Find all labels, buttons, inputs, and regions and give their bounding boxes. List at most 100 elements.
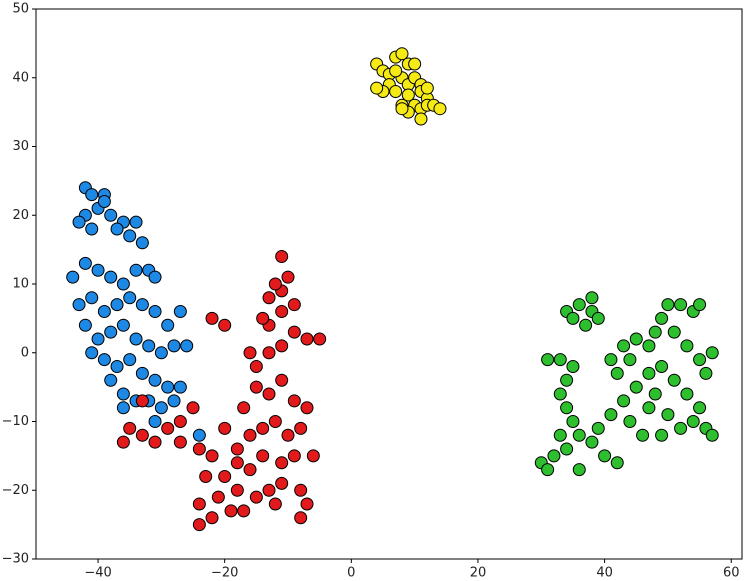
point (180, 339, 194, 353)
point (661, 408, 675, 422)
point (648, 387, 662, 401)
point (85, 188, 99, 202)
point (243, 463, 257, 477)
point (161, 318, 175, 332)
point (642, 339, 656, 353)
point (433, 102, 447, 116)
x-tick-label: 0 (347, 566, 355, 581)
point (116, 277, 130, 291)
point (572, 428, 586, 442)
point (91, 263, 105, 277)
point (636, 428, 650, 442)
point (300, 497, 314, 511)
point (705, 346, 719, 360)
point (78, 318, 92, 332)
point (629, 380, 643, 394)
point (591, 421, 605, 435)
point (275, 476, 289, 490)
point (604, 353, 618, 367)
y-tick-label: −10 (2, 414, 29, 429)
point (256, 311, 270, 325)
y-tick-label: 40 (12, 70, 29, 85)
x-tick-label: 20 (470, 566, 487, 581)
point (123, 353, 137, 367)
point (667, 325, 681, 339)
point (249, 490, 263, 504)
point (192, 428, 206, 442)
point (541, 463, 555, 477)
point (116, 435, 130, 449)
point (230, 456, 244, 470)
point (148, 270, 162, 284)
point (623, 353, 637, 367)
point (116, 401, 130, 415)
point (154, 346, 168, 360)
point (610, 456, 624, 470)
point (135, 366, 149, 380)
point (389, 64, 403, 78)
point (572, 298, 586, 312)
point (585, 435, 599, 449)
point (104, 270, 118, 284)
point (154, 401, 168, 415)
point (129, 332, 143, 346)
point (579, 318, 593, 332)
point (370, 81, 384, 95)
point (97, 353, 111, 367)
point (674, 421, 688, 435)
point (566, 311, 580, 325)
point (148, 305, 162, 318)
point (173, 415, 187, 428)
point (281, 270, 295, 284)
y-tick-label: 50 (12, 2, 29, 17)
point (553, 428, 567, 442)
point (148, 435, 162, 449)
point (275, 250, 289, 263)
y-tick-label: 30 (12, 139, 29, 154)
x-tick-label: −20 (211, 566, 238, 581)
point (97, 305, 111, 318)
point (104, 208, 118, 222)
point (161, 380, 175, 394)
point (243, 428, 257, 442)
point (655, 360, 669, 373)
point (129, 215, 143, 229)
point (642, 366, 656, 380)
point (186, 401, 200, 415)
point (389, 85, 403, 98)
point (699, 366, 713, 380)
point (224, 504, 238, 518)
point (629, 332, 643, 346)
point (135, 236, 149, 250)
point (256, 421, 270, 435)
point (275, 373, 289, 387)
point (142, 339, 156, 353)
point (287, 449, 301, 463)
point (72, 298, 86, 312)
point (205, 449, 219, 463)
point (617, 394, 631, 408)
point (553, 353, 567, 367)
point (205, 311, 219, 325)
point (116, 318, 130, 332)
point (642, 401, 656, 415)
point (237, 401, 251, 415)
point (268, 497, 282, 511)
point (262, 483, 276, 497)
point (218, 318, 232, 332)
point (598, 449, 612, 463)
point (287, 394, 301, 408)
point (287, 298, 301, 312)
point (243, 346, 257, 360)
point (72, 215, 86, 229)
y-tick-label: 0 (21, 345, 29, 360)
point (623, 415, 637, 428)
point (566, 360, 580, 373)
point (104, 373, 118, 387)
point (553, 387, 567, 401)
y-tick-label: 10 (12, 277, 29, 292)
point (617, 339, 631, 353)
point (572, 463, 586, 477)
point (218, 421, 232, 435)
point (408, 57, 422, 71)
